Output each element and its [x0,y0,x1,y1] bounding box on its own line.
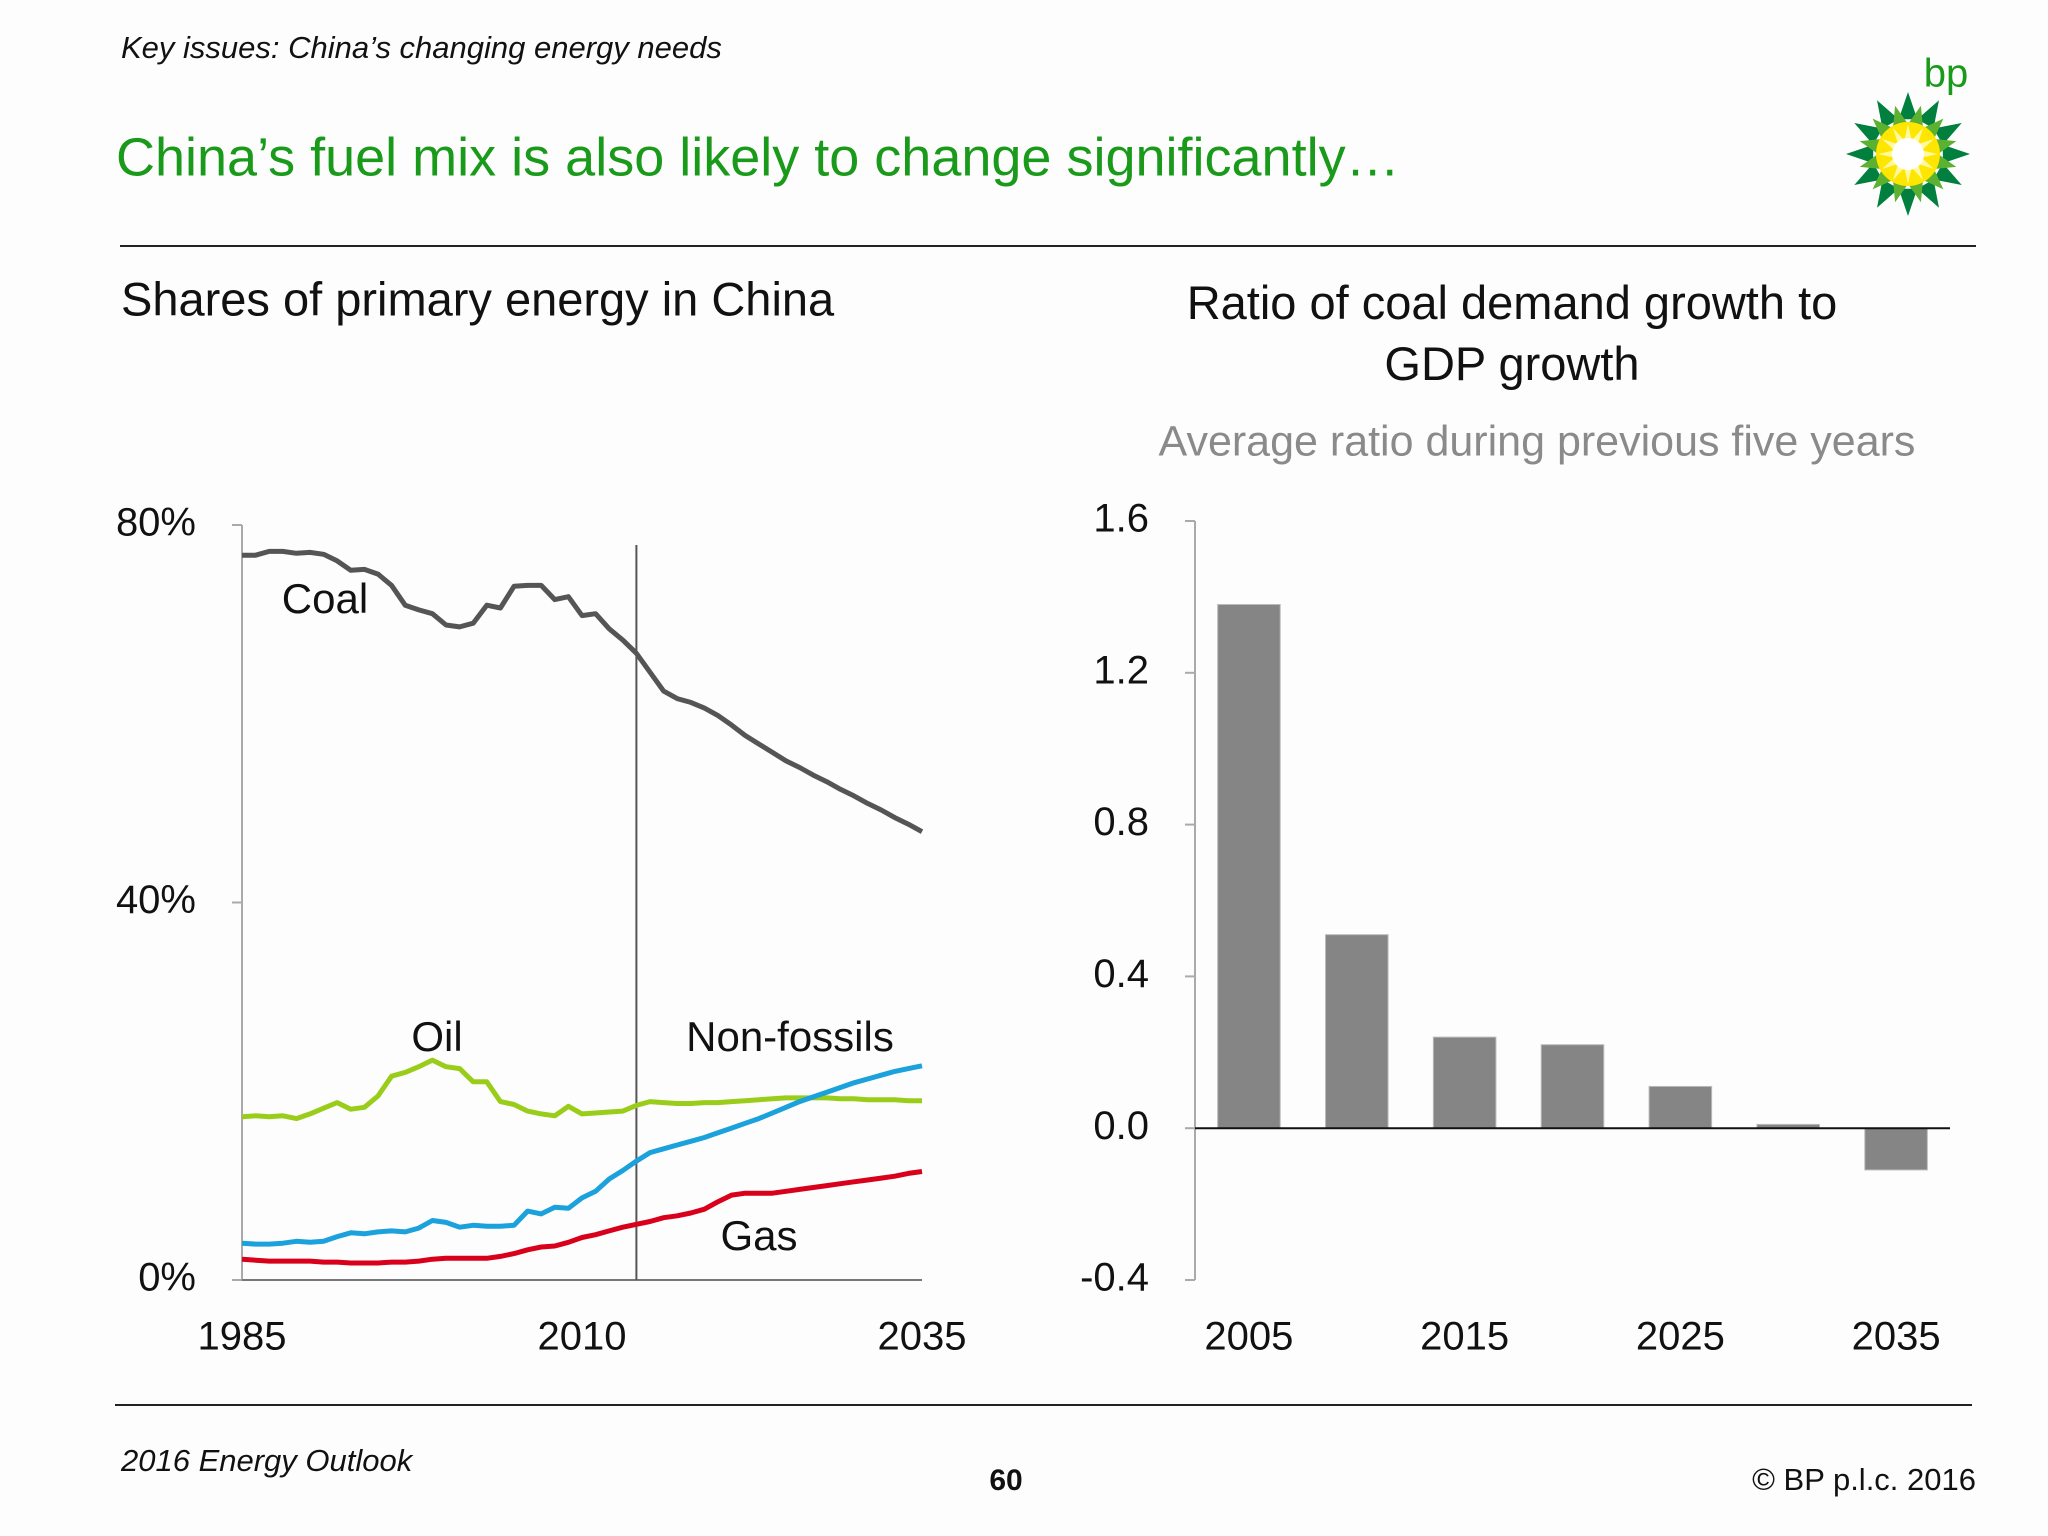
x-tick-label: 2035 [878,1315,967,1359]
series-line [241,1063,923,1247]
y-tick-label: -0.4 [1080,1256,1149,1300]
series-label: Non-fossils [686,1013,894,1060]
bar [1864,1127,1928,1171]
logo-petal [1872,169,1893,190]
series-line [241,1169,923,1266]
y-tick-label: 0.0 [1093,1104,1149,1148]
bar [1217,603,1281,1129]
logo-petal [1846,144,1874,164]
x-tick-label: 2005 [1204,1315,1293,1359]
y-tick-label: 40% [116,878,196,922]
series-label: Oil [411,1013,462,1060]
bar [1540,1044,1605,1129]
page-number: 60 [989,1464,1022,1497]
logo-petal [1904,124,1912,141]
x-tick-label: 2035 [1852,1315,1941,1359]
logo-petal [1923,169,1944,190]
x-tick-label: 2015 [1420,1315,1509,1359]
x-tick-label: 1985 [198,1315,287,1359]
y-tick-label: 0.8 [1093,800,1149,844]
slide-title: China’s fuel mix is also likely to chang… [116,127,1400,187]
logo-petal [1933,163,1962,185]
x-tick-label: 2010 [538,1315,627,1359]
y-tick-label: 80% [116,501,196,545]
logo-petal [1854,163,1883,185]
y-tick-label: 1.6 [1093,497,1149,541]
x-tick-label: 2025 [1636,1315,1725,1359]
logo [1846,92,1970,216]
logo-petal [1877,179,1899,208]
logo-center [1892,138,1924,170]
logo-petal [1917,179,1939,208]
section-label: Key issues: China’s changing energy need… [121,30,722,65]
y-tick-label: 0% [138,1256,196,1300]
bar [1325,934,1389,1129]
series-line [242,548,924,834]
logo-petal [1898,92,1918,120]
logo-petal [1917,100,1939,129]
chart-title: Shares of primary energy in China [121,272,835,325]
series-line [241,1057,922,1122]
logo-petal [1878,150,1895,158]
chart-subtitle: Average ratio during previous five years [1159,417,1916,465]
logo-petal [1942,144,1970,164]
logo-petal [1898,188,1918,216]
footer-left: 2016 Energy Outlook [120,1443,414,1478]
series-label: Gas [720,1212,797,1259]
bar [1648,1085,1713,1129]
logo-petal [1904,167,1912,184]
logo-petal [1923,118,1944,139]
logo-petal [1933,123,1962,145]
logo-petal [1854,123,1883,145]
chart-title: Ratio of coal demand growth to GDP growt… [1186,276,1838,390]
y-tick-label: 0.4 [1093,952,1149,996]
footer-right: © BP p.l.c. 2016 [1752,1462,1976,1497]
series-label: Coal [282,575,368,622]
logo-text: bp [1924,52,1969,96]
logo-petal [1877,100,1899,129]
y-tick-label: 1.2 [1093,648,1149,692]
logo-petal [1921,150,1938,158]
bar [1432,1036,1497,1129]
logo-petal [1872,118,1893,139]
